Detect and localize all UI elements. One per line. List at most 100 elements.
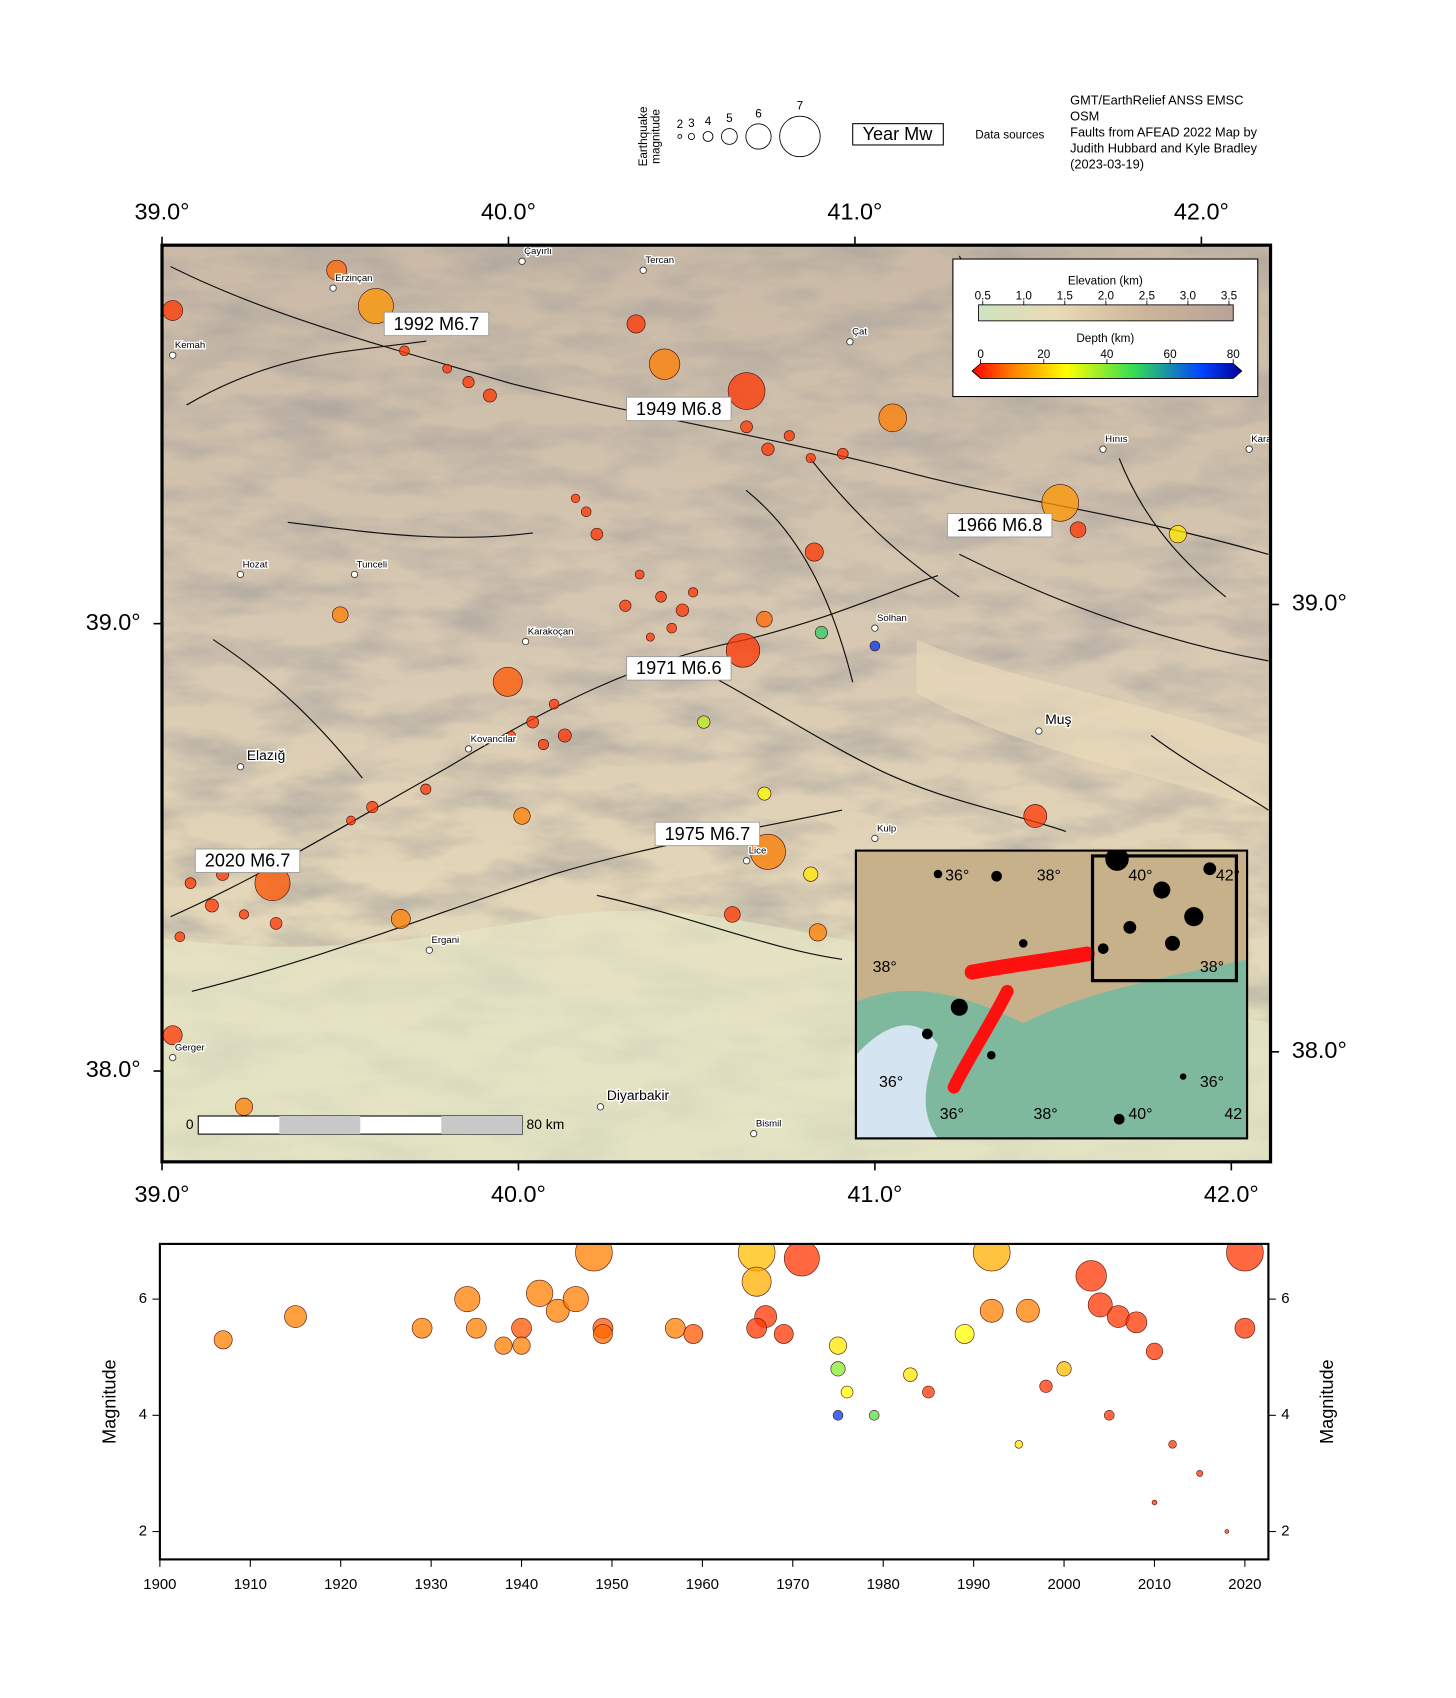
earthquake <box>727 372 766 410</box>
inset-dots <box>921 850 1217 1125</box>
event-label: 1975 M6.7 <box>665 824 751 844</box>
x-tick-label: 1930 <box>415 1576 448 1593</box>
event-label-box <box>194 848 301 873</box>
event-label-box <box>626 656 732 681</box>
quake-point <box>840 1385 854 1399</box>
quake-point <box>1168 1440 1177 1449</box>
city-dot <box>236 570 245 579</box>
legend-circle <box>702 131 714 142</box>
earthquake <box>390 909 411 929</box>
city-label: Solhan <box>877 613 907 624</box>
colorbar-tick-label: 1.5 <box>1057 289 1074 302</box>
quake-point <box>746 1317 767 1339</box>
city-label: Karakoçan <box>528 626 574 637</box>
y-tick-label: 38.0° <box>86 1056 141 1082</box>
earthquake <box>648 348 681 380</box>
city-label: Tercan <box>645 255 674 266</box>
earthquake <box>234 1097 254 1116</box>
earthquake <box>783 430 795 442</box>
legend-circle <box>677 134 683 139</box>
inset-label: 36° <box>945 867 969 884</box>
quake-point <box>1224 1529 1230 1534</box>
x-tick-label: 2000 <box>1047 1576 1080 1593</box>
earthquake <box>634 569 645 580</box>
city-label: Muş <box>1045 711 1071 727</box>
inset-label: 40° <box>1128 1106 1152 1123</box>
colorbar-tick-label: 2.0 <box>1098 289 1115 302</box>
y-tick-label: 39.0° <box>86 609 141 635</box>
x-tick-label: 1960 <box>686 1576 719 1593</box>
earthquake <box>761 442 775 456</box>
earthquake <box>269 917 283 930</box>
earthquake <box>557 728 572 743</box>
inset-label: 38° <box>1034 1106 1058 1123</box>
y-tick-label: 4 <box>139 1406 147 1423</box>
x-tick-label: 2020 <box>1228 1576 1261 1593</box>
quake-point <box>526 1279 554 1307</box>
event-label-box <box>383 311 490 337</box>
time-frame <box>158 1242 1270 1561</box>
map-labels: 39.0° 39.0° 40.0° 40.0° 41.0° 41.0° 42.0° 42.0°… <box>86 198 1347 1207</box>
quake-point <box>979 1298 1004 1323</box>
earthquake <box>1041 484 1079 522</box>
map-marks: Erzinçan Çayırlı Tercan Kemah Çat Hınıs Karaço… <box>162 245 1271 1138</box>
x-tick-label: 40.0° <box>491 1181 546 1207</box>
city-dot <box>425 946 433 954</box>
x-tick-label: 42.0° <box>1174 198 1229 224</box>
city-label: Hozat <box>243 559 268 570</box>
city-dot <box>169 1053 177 1062</box>
plain <box>916 639 1271 811</box>
quake-point <box>830 1361 846 1377</box>
inset <box>855 850 1248 1139</box>
legend-label: 7 <box>797 100 804 113</box>
label-box <box>852 123 944 146</box>
city-label: Elazığ <box>247 747 285 763</box>
y-tick-label: 4 <box>1281 1406 1289 1423</box>
depth-bar <box>971 363 1243 379</box>
source-line: OSM <box>1070 109 1099 124</box>
earthquake <box>548 698 560 710</box>
x-tick-label: 41.0° <box>827 198 882 224</box>
quake-point <box>1234 1317 1256 1339</box>
x-tick-label: 1910 <box>234 1576 267 1593</box>
city-dot <box>329 284 337 292</box>
legend-label: 6 <box>755 107 762 120</box>
x-tick-label: 1980 <box>867 1576 900 1593</box>
earthquake <box>174 931 186 943</box>
quake-point <box>1125 1311 1148 1334</box>
legend-circle <box>721 128 738 145</box>
quake-point <box>575 1243 613 1272</box>
quake-point <box>411 1317 433 1339</box>
inset-label: 40° <box>1128 867 1152 884</box>
city-label: Ergani <box>431 935 459 946</box>
earthquake <box>619 599 632 612</box>
sources-title: Data sources <box>975 128 1044 141</box>
quake-point <box>284 1305 307 1328</box>
city-label: Kovancılar <box>471 734 517 745</box>
city-label: Diyarbakir <box>607 1087 670 1103</box>
city-label: Kulp <box>877 823 896 834</box>
event-label-box <box>946 513 1053 538</box>
quake-point <box>741 1266 772 1297</box>
colorbar-tick-label: 40 <box>1100 348 1114 361</box>
earthquake <box>626 314 646 334</box>
earthquake <box>837 447 849 460</box>
x-tick-label: 39.0° <box>135 1181 190 1207</box>
earthquake <box>756 610 773 628</box>
quake-point <box>1151 1499 1158 1506</box>
city-dot <box>521 637 530 646</box>
inset-label: 36° <box>1200 1074 1224 1091</box>
quake-point <box>868 1410 880 1421</box>
label-box-text: Year Mw <box>863 124 934 144</box>
source-line: GMT/EarthRelief ANSS EMSC <box>1070 93 1243 108</box>
x-tick-label: 1920 <box>324 1576 357 1593</box>
quake-point <box>832 1410 844 1421</box>
y-tick-label: 6 <box>1281 1290 1289 1307</box>
quake-point <box>783 1243 820 1277</box>
quake-point <box>954 1324 975 1344</box>
legend-label: 3 <box>688 117 695 130</box>
city-dot <box>596 1103 605 1111</box>
colorbar-tick-label: 0.5 <box>975 289 992 302</box>
